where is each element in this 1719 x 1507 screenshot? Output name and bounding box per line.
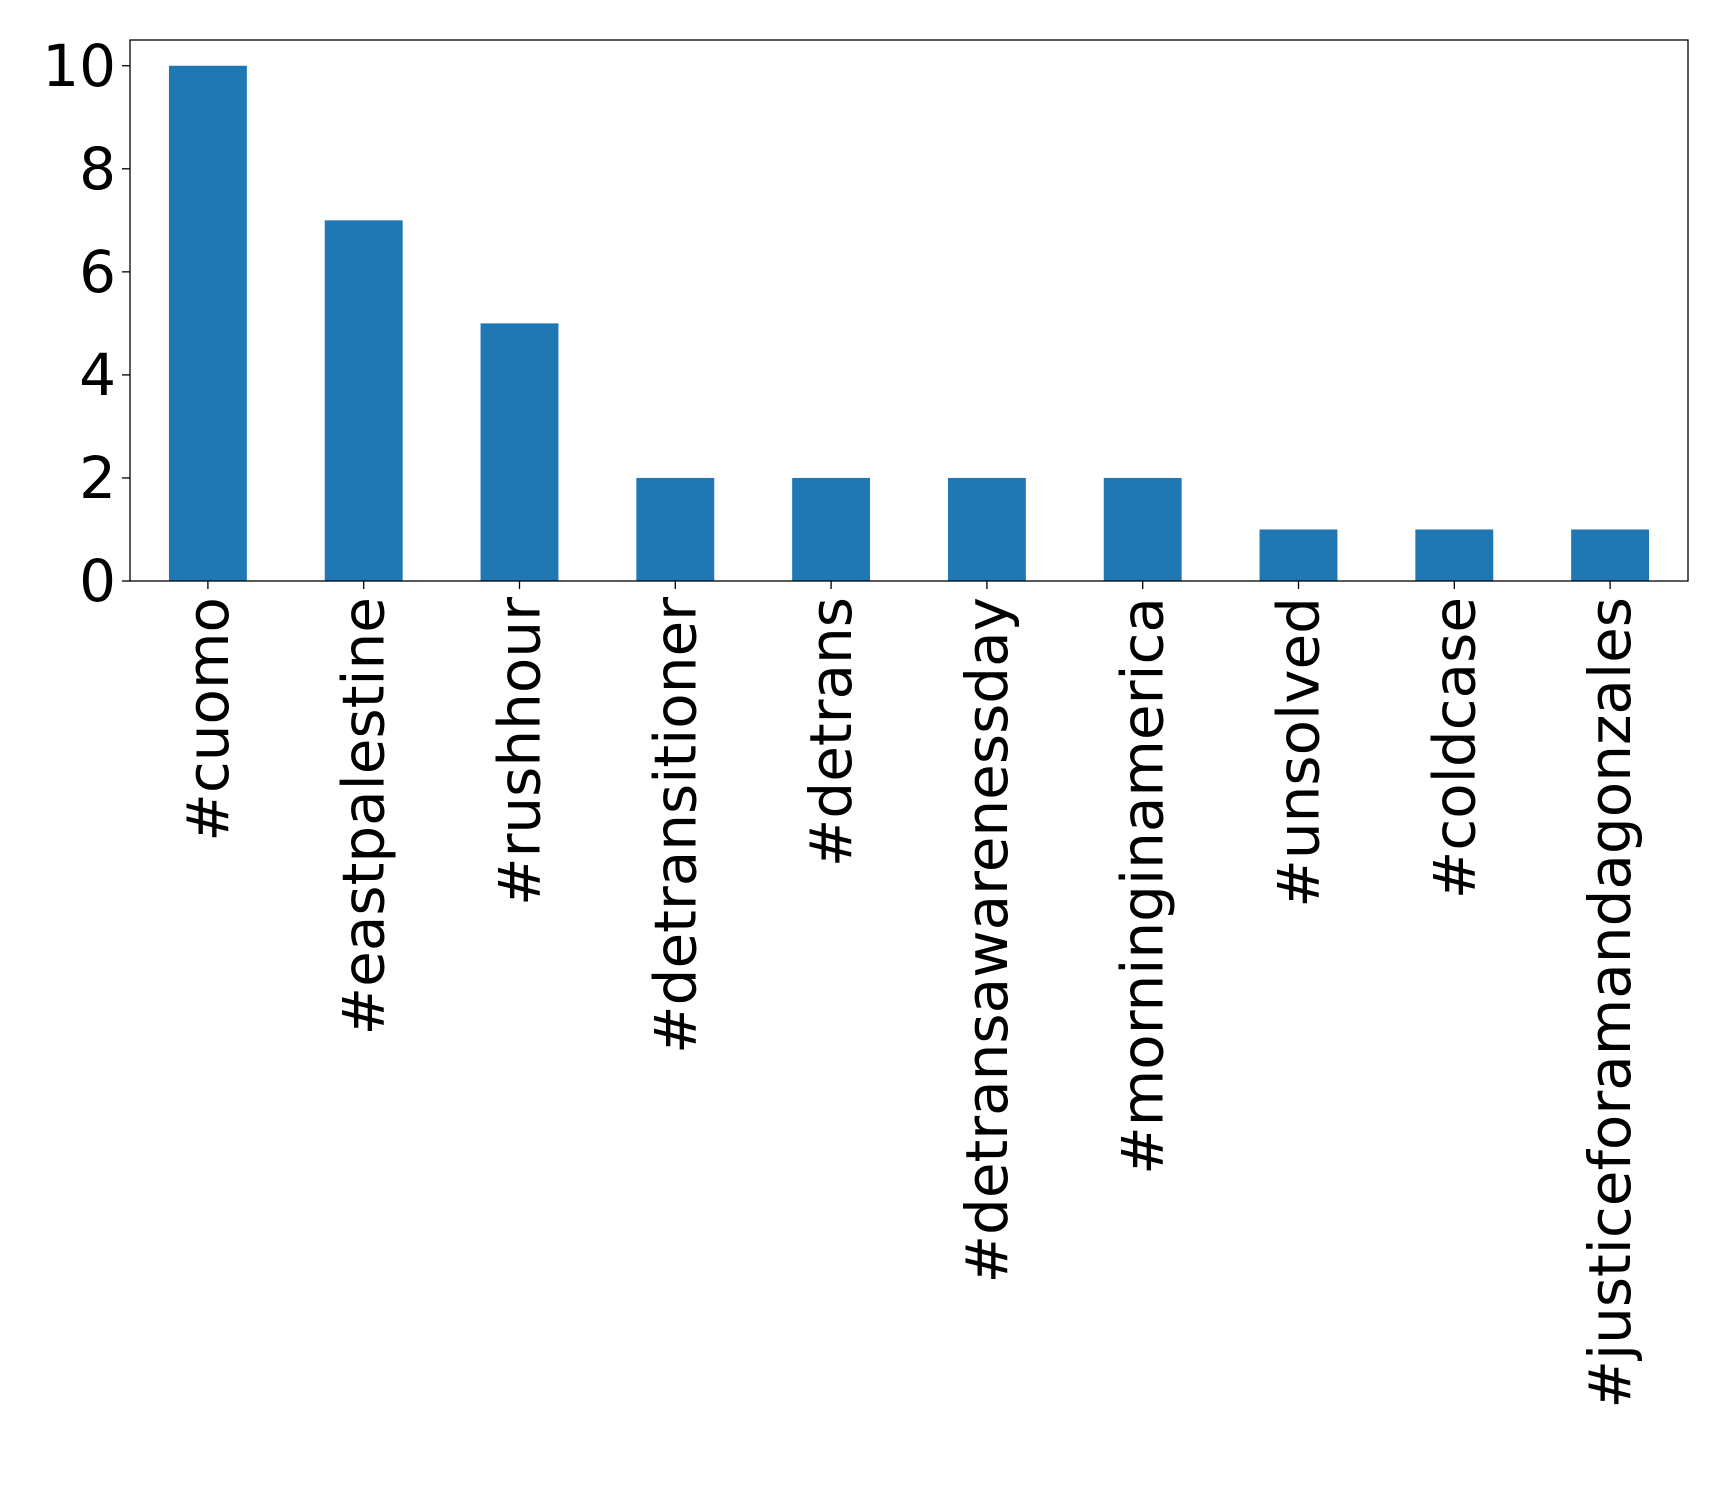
x-tick-label: #cuomo <box>174 597 242 842</box>
y-tick-label: 4 <box>79 341 116 409</box>
bars-layer <box>168 65 1650 582</box>
x-tick-label: #detrans <box>797 597 865 867</box>
y-tick-label: 6 <box>79 238 116 306</box>
bar <box>1415 529 1494 581</box>
bar <box>636 477 715 581</box>
x-tick-label: #rushhour <box>486 597 554 906</box>
x-tick-label: #eastpalestine <box>330 597 398 1035</box>
y-tick-label: 0 <box>79 547 116 615</box>
x-tick-label: #justiceforamandagonzales <box>1576 597 1644 1409</box>
x-axis: #cuomo #eastpalestine #rushhour #detransiti… <box>174 581 1644 1409</box>
y-axis: 0 2 4 6 8 10 <box>42 32 130 615</box>
x-tick-label: #morninginamerica <box>1109 597 1177 1175</box>
x-tick-label: #unsolved <box>1265 597 1333 908</box>
x-tick-label: #detransitioner <box>641 597 709 1054</box>
bar <box>947 477 1026 581</box>
x-tick-label: #coldcase <box>1420 597 1488 899</box>
bar <box>1571 529 1650 581</box>
plot-frame <box>129 39 1689 582</box>
bar <box>1103 477 1182 581</box>
y-tick-label: 2 <box>79 444 116 512</box>
x-tick-label: #detransawarenessday <box>953 597 1021 1284</box>
bar <box>792 477 871 581</box>
bar <box>168 65 247 581</box>
y-tick-label: 10 <box>42 32 116 100</box>
bar <box>1259 529 1338 581</box>
y-tick-label: 8 <box>79 135 116 203</box>
bar <box>480 323 559 581</box>
bar <box>324 220 403 582</box>
